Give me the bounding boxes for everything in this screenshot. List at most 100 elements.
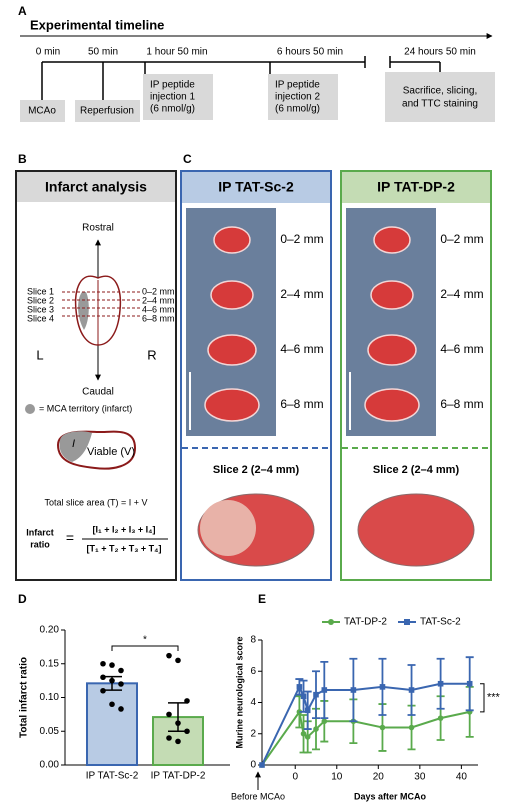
direction: Caudal [82, 387, 114, 398]
event-box [75, 100, 140, 122]
x-tick-label: 40 [456, 772, 468, 783]
event-box [143, 74, 213, 120]
panel-frame [340, 170, 492, 581]
annotation: Before MCAo [231, 791, 285, 801]
data-point [408, 687, 415, 693]
range-label: 2–4 mm [280, 287, 323, 301]
data-point [313, 726, 319, 732]
panel-label: D [18, 592, 27, 606]
range-label: 4–6 mm [280, 342, 323, 356]
event-text: (6 nmol/g) [150, 104, 195, 115]
data-point [296, 709, 303, 715]
x-tick-label: 20 [373, 772, 385, 783]
data-point [100, 660, 106, 667]
y-tick-label: 0.00 [40, 760, 60, 771]
event-box [20, 100, 65, 122]
significance: * [143, 635, 147, 646]
range-label: 2–4 mm [440, 287, 483, 301]
legend-text: = MCA territory (infarct) [39, 403, 132, 413]
event-text: IP peptide [275, 80, 320, 91]
range-label: 4–6 mm [440, 342, 483, 356]
panel-label: C [183, 152, 192, 166]
data-point [184, 698, 190, 704]
data-point [175, 738, 181, 745]
panel-title: Infarct analysis [45, 179, 147, 195]
data-point [109, 677, 115, 684]
data-point [296, 684, 303, 690]
brain-slice-large [357, 493, 475, 567]
range-label: 2–4 mm [142, 295, 175, 305]
y-tick-label: 4 [250, 697, 256, 708]
time-label: 6 hours 50 min [277, 47, 343, 58]
panel-label: A [18, 4, 27, 18]
range-label: 6–8 mm [280, 397, 323, 411]
event-text: MCAo [28, 106, 56, 117]
data-point [408, 724, 415, 731]
slice-label: Slice 1 [27, 286, 54, 296]
slice-label: Slice 3 [27, 304, 54, 314]
side-label: R [147, 347, 156, 362]
y-tick-label: 0.15 [40, 658, 60, 669]
brain-slice [364, 388, 420, 422]
infarct-region [59, 431, 92, 462]
brain-slice [367, 334, 417, 366]
brain-slice [373, 226, 411, 254]
range-label: 0–2 mm [440, 232, 483, 246]
ratio-label: ratio [30, 539, 50, 549]
panel-label: B [18, 152, 27, 166]
equals: = [66, 530, 74, 546]
data-point [313, 691, 319, 698]
data-point [100, 674, 106, 681]
data-point [350, 687, 357, 693]
brain-slice [204, 388, 260, 422]
event-text: injection 1 [150, 92, 195, 103]
data-point [166, 652, 172, 659]
range-label: 6–8 mm [440, 397, 483, 411]
y-axis-label: Murine neurological score [234, 636, 244, 748]
brain-slice [370, 280, 414, 310]
time-label: 0 min [36, 47, 60, 58]
legend-marker [404, 619, 410, 625]
range-label: 4–6 mm [142, 304, 175, 314]
event-text: (6 nmol/g) [275, 104, 320, 115]
data-point [466, 680, 473, 687]
data-point [321, 718, 328, 725]
range-label: 0–2 mm [280, 232, 323, 246]
viable-label: Viable (V) [87, 446, 135, 458]
slice-label: Slice 2 [27, 295, 54, 305]
y-tick-label: 8 [250, 635, 256, 646]
denominator: [T₁ + T₂ + T₃ + T₄] [87, 543, 162, 553]
significance-bracket [480, 683, 485, 713]
panel-frame [15, 170, 177, 581]
formula-text: Total slice area (T) = I + V [44, 497, 147, 507]
panel-frame [180, 170, 332, 581]
slice-label: Slice 4 [27, 313, 54, 323]
range-label: 6–8 mm [142, 313, 175, 323]
data-point [175, 720, 181, 726]
event-text: Reperfusion [80, 106, 134, 117]
data-point [304, 707, 311, 714]
infarct-region [78, 292, 89, 330]
group-title: IP TAT-DP-2 [377, 179, 455, 195]
bar [86, 682, 138, 767]
data-point [118, 667, 124, 674]
brain-slice [213, 226, 251, 254]
legend-marker [328, 619, 334, 625]
data-point [437, 715, 444, 721]
brain-slice [207, 334, 257, 366]
data-point [300, 693, 307, 700]
y-tick-label: 6 [250, 666, 256, 677]
data-point [109, 701, 115, 708]
data-point [184, 728, 190, 735]
panel-c: IP TAT-Sc-2 0–2 mm 2–4 mm 4–6 mm 6–8 mm Slice… [180, 170, 492, 581]
data-point [109, 662, 115, 668]
data-point [304, 734, 311, 740]
slice-lines [62, 291, 140, 317]
event-text: Sacrifice, slicing, [403, 86, 477, 97]
direction: Rostral [82, 223, 114, 234]
significance-bracket [111, 645, 179, 651]
event-text: IP peptide [150, 80, 195, 91]
y-tick-label: 0.10 [40, 692, 60, 703]
